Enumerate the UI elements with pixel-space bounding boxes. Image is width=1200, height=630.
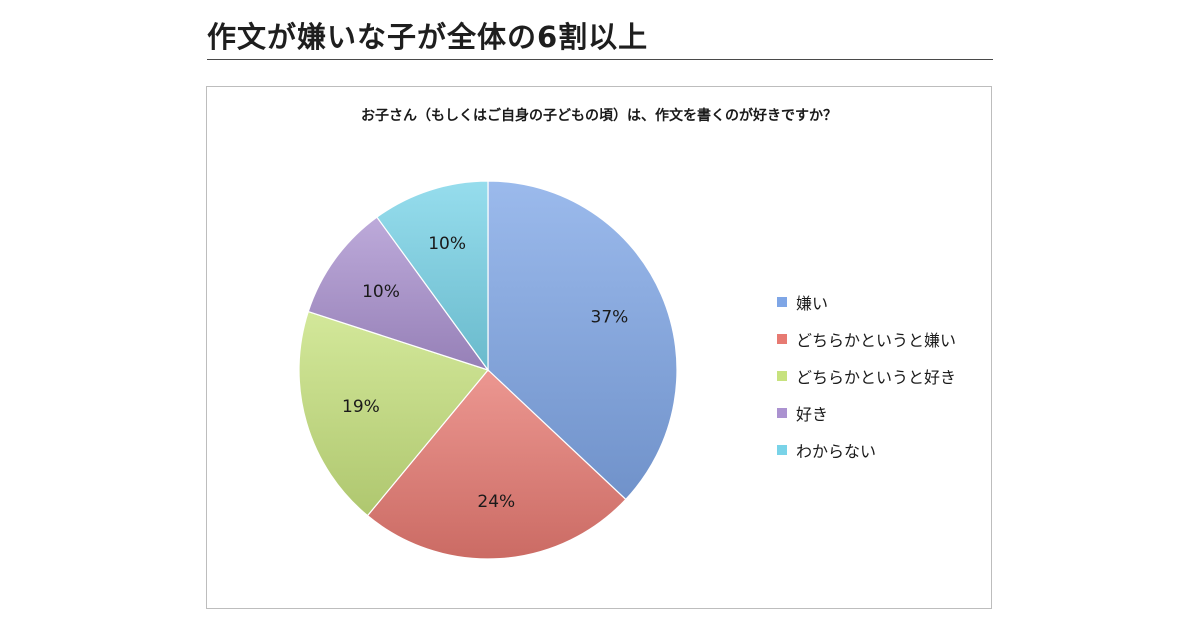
- legend-label: わからない: [796, 441, 877, 461]
- legend-label: 好き: [796, 404, 829, 424]
- slice-value-label: 10%: [362, 282, 400, 302]
- legend-swatch: [777, 407, 787, 418]
- chart-title: お子さん（もしくはご自身の子どもの頃）は、作文を書くのが好きですか？: [361, 108, 837, 124]
- legend-item-dochira-suki: どちらかというと好き: [777, 357, 956, 394]
- legend-label: どちらかというと好き: [796, 367, 957, 387]
- legend-item-wakaranai: わからない: [777, 431, 956, 468]
- legend-swatch: [777, 333, 787, 344]
- pie-slice-dochira-suki: [298, 310, 490, 517]
- slice-value-label: 10%: [428, 234, 466, 254]
- heading-divider: [207, 59, 993, 60]
- legend-item-suki: 好き: [777, 394, 956, 431]
- pie-chart-panel: お子さん（もしくはご自身の子どもの頃）は、作文を書くのが好きですか？ 37% 24…: [206, 86, 992, 609]
- legend-swatch: [777, 444, 787, 455]
- pie-slice-suki: [307, 216, 490, 372]
- legend-label: 嫌い: [796, 293, 829, 313]
- pie-slice-kirai: [487, 180, 678, 501]
- pie-slice-dochira-kirai: [366, 369, 627, 560]
- chart-legend: 嫌い どちらかというと嫌い どちらかというと好き 好き わからない: [777, 283, 956, 468]
- slice-value-label: 24%: [477, 492, 515, 512]
- legend-swatch: [777, 370, 787, 381]
- page-heading: 作文が嫌いな子が全体の6割以上: [207, 20, 649, 54]
- pie-chart: 37% 24% 19% 10% 10%: [298, 180, 678, 560]
- legend-item-dochira-kirai: どちらかというと嫌い: [777, 320, 956, 357]
- pie-slice-wakaranai: [376, 180, 489, 372]
- legend-label: どちらかというと嫌い: [796, 330, 957, 350]
- slice-value-label: 37%: [591, 307, 629, 327]
- slice-value-label: 19%: [342, 397, 380, 417]
- legend-swatch: [777, 296, 787, 307]
- legend-item-kirai: 嫌い: [777, 283, 956, 320]
